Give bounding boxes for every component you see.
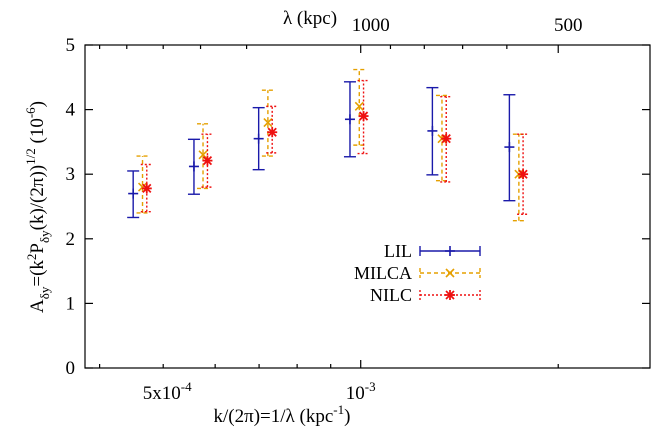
milca-marker	[198, 150, 208, 160]
milca-marker	[354, 101, 364, 111]
legend-item-lil: LIL	[384, 241, 481, 261]
nilc-marker	[441, 134, 451, 144]
y-axis-label-part: 2	[24, 254, 39, 261]
legend-label-milca: MILCA	[354, 263, 412, 283]
x-tick-label: 10-3	[346, 379, 376, 404]
nilc-point	[266, 105, 279, 154]
plot-area: 0 1 2 3 4 5 5x10-4 10-3 1000 500	[66, 15, 651, 404]
y-axis-label-part: (k)/(2π))	[27, 165, 48, 231]
nilc-marker	[142, 183, 152, 194]
y-tick-label: 5	[66, 35, 76, 56]
y-axis-label-part: A	[27, 299, 48, 313]
series-milca	[136, 68, 525, 222]
milca-point	[261, 89, 274, 157]
y-tick-label: 1	[66, 293, 76, 314]
nilc-point	[357, 79, 370, 155]
x2-tick-label: 500	[554, 15, 583, 36]
x-tick-base: 5x10	[143, 383, 181, 404]
nilc-marker	[358, 111, 369, 121]
y-axis-label-part: δy	[37, 230, 52, 243]
x-axis-label-part: )	[344, 406, 350, 427]
axis-labels: k/(2π)=1/λ (kpc-1)λ (kpc)Aδy=(k2Pδy(k)/(…	[23, 8, 350, 427]
y-axis-label-part: -6	[23, 107, 38, 118]
lil-point	[343, 81, 356, 158]
milca-marker	[137, 182, 148, 192]
x-axis-label-part: k/(2π)=1/λ (kpc	[214, 406, 334, 427]
plot-frame	[84, 44, 651, 369]
y-tick-label: 2	[66, 229, 76, 250]
x-axis-label-part: -1	[333, 402, 344, 417]
milca-point	[197, 123, 210, 190]
y-axis-label-part: =(k	[27, 260, 48, 287]
y-axis-label-part: )	[27, 101, 48, 107]
legend-item-nilc: NILC	[370, 285, 481, 305]
y-axis-label-part: 1/2	[23, 148, 38, 165]
y-tick-label: 0	[66, 358, 76, 379]
data-marks	[127, 68, 530, 222]
lil-point	[127, 170, 140, 219]
nilc-marker	[518, 169, 528, 179]
legend-marker-nilc	[445, 290, 455, 300]
y-tick-label: 3	[66, 164, 76, 185]
legend-item-milca: MILCA	[354, 263, 481, 283]
milca-marker	[263, 117, 273, 128]
legend-marker-milca	[445, 268, 455, 278]
nilc-marker	[202, 155, 213, 166]
nilc-point	[140, 163, 153, 213]
legend-label-nilc: NILC	[370, 285, 412, 305]
lil-point	[503, 94, 516, 202]
y-axis-label-part: (10	[27, 118, 48, 148]
y-axis-label-part: δy	[37, 286, 52, 299]
y-axis-label: Aδy=(k2Pδy(k)/(2π))1/2 (10-6)	[23, 101, 52, 313]
nilc-point	[440, 95, 453, 183]
y-tick-label: 4	[66, 100, 76, 121]
x-tick-label: 5x10-4	[143, 379, 192, 404]
lil-point	[187, 138, 200, 195]
x-tick-exp: -3	[365, 379, 376, 394]
nilc-point	[201, 133, 214, 188]
lil-point	[426, 86, 439, 176]
y-axis-label-part: P	[27, 243, 48, 254]
legend-label-lil: LIL	[384, 241, 412, 261]
series-nilc	[140, 79, 530, 215]
lil-point	[252, 106, 265, 171]
x-tick-exp: -4	[181, 379, 192, 394]
nilc-marker	[267, 127, 277, 137]
series-lil	[127, 81, 516, 219]
x-axis-label: k/(2π)=1/λ (kpc-1)	[214, 402, 351, 427]
x2-tick-label: 1000	[352, 15, 390, 36]
nilc-point	[517, 133, 530, 215]
x2-axis-label: λ (kpc)	[283, 8, 337, 29]
x-tick-base: 10	[346, 383, 365, 404]
